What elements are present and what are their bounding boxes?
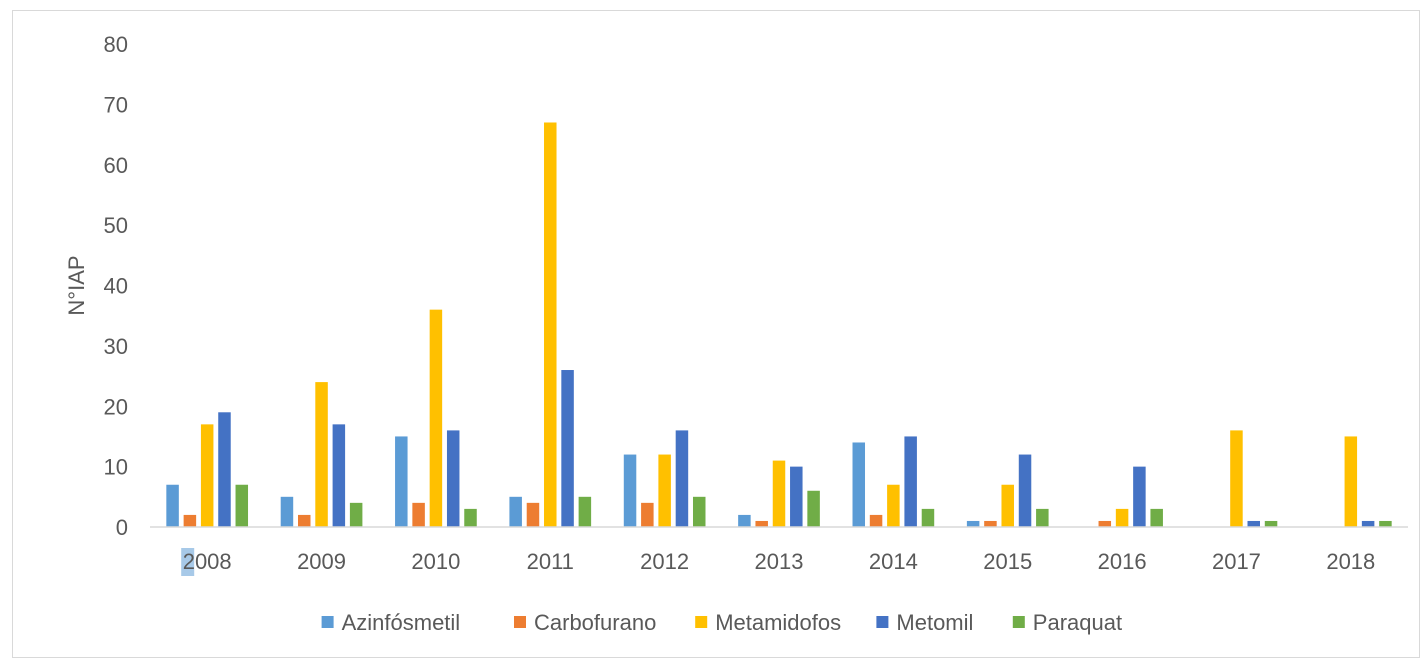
x-tick-label: 2015 xyxy=(983,549,1032,574)
chart-frame xyxy=(12,10,1420,658)
legend-swatch xyxy=(321,616,334,628)
bar-metomil-2014 xyxy=(904,436,917,527)
x-tick-label: 2012 xyxy=(640,549,689,574)
y-tick-label: 0 xyxy=(116,515,128,540)
y-tick-label: 20 xyxy=(104,394,128,419)
bar-azinfosmetil-2014 xyxy=(852,442,866,527)
bar-carbofurano-2008 xyxy=(183,514,197,527)
bar-carbofurano-2010 xyxy=(412,502,425,527)
legend: Azinfósmetil Carbofurano Metamidofos Metomi… xyxy=(321,610,1122,635)
bar-metamidofos-2014 xyxy=(887,484,900,527)
bar-metamidofos-2016 xyxy=(1115,508,1129,527)
bar-azinfosmetil-2011 xyxy=(509,496,522,527)
bar-metomil-2018 xyxy=(1361,520,1375,527)
y-tick-label: 10 xyxy=(104,455,128,480)
bar-metomil-2017 xyxy=(1247,520,1260,527)
bar-carbofurano-2009 xyxy=(298,514,311,527)
bar-metomil-2008 xyxy=(218,412,231,527)
bar-paraquat-2012 xyxy=(692,496,706,527)
bar-paraquat-2010 xyxy=(464,508,477,527)
x-tick-label: 2008 xyxy=(183,549,232,574)
y-tick-label: 30 xyxy=(104,334,128,359)
bar-metomil-2009 xyxy=(332,424,346,527)
x-tick-label: 2014 xyxy=(869,549,918,574)
x-tick-label: 2018 xyxy=(1326,549,1375,574)
bar-paraquat-2018 xyxy=(1379,520,1392,527)
bar-metamidofos-2010 xyxy=(429,309,443,527)
bar-metamidofos-2012 xyxy=(658,454,671,527)
bar-carbofurano-2016 xyxy=(1098,520,1112,527)
bar-carbofurano-2012 xyxy=(641,502,654,527)
legend-label: Metomil xyxy=(896,610,973,635)
bar-carbofurano-2015 xyxy=(984,520,997,527)
y-axis-title: N°IAP xyxy=(64,255,89,315)
y-tick-label: 70 xyxy=(104,92,128,117)
legend-swatch xyxy=(514,616,526,628)
x-tick-label: 2017 xyxy=(1212,549,1261,574)
bar-carbofurano-2013 xyxy=(755,520,768,527)
legend-swatch xyxy=(876,616,889,628)
legend-label: Metamidofos xyxy=(715,610,841,635)
bar-azinfosmetil-2009 xyxy=(280,496,294,527)
bar-metamidofos-2017 xyxy=(1230,430,1243,527)
bar-metomil-2011 xyxy=(561,370,574,527)
y-tick-label: 60 xyxy=(104,153,128,178)
bar-metamidofos-2018 xyxy=(1344,436,1358,527)
bar-azinfosmetil-2012 xyxy=(623,454,637,527)
bar-series xyxy=(166,122,1392,528)
text-selection-highlight xyxy=(181,548,195,576)
bar-metamidofos-2008 xyxy=(200,424,214,527)
bar-azinfosmetil-2015 xyxy=(966,520,980,527)
legend-swatch xyxy=(1012,616,1025,628)
legend-swatch xyxy=(695,616,708,628)
bar-paraquat-2017 xyxy=(1264,520,1278,527)
y-tick-label: 40 xyxy=(104,274,128,299)
x-tick-label: 2011 xyxy=(527,549,574,574)
bar-carbofurano-2011 xyxy=(526,502,540,527)
bar-carbofurano-2014 xyxy=(869,514,883,527)
y-tick-label: 50 xyxy=(104,213,128,238)
bar-paraquat-2011 xyxy=(578,496,592,527)
x-tick-label: 2010 xyxy=(411,549,460,574)
x-tick-label: 2016 xyxy=(1098,549,1147,574)
bar-paraquat-2014 xyxy=(921,508,935,527)
bar-paraquat-2013 xyxy=(807,490,820,527)
bar-azinfosmetil-2013 xyxy=(738,514,751,527)
bar-paraquat-2016 xyxy=(1150,508,1163,527)
bar-metamidofos-2013 xyxy=(772,460,786,527)
legend-label: Paraquat xyxy=(1033,610,1122,635)
bar-paraquat-2009 xyxy=(349,502,363,527)
bar-metomil-2016 xyxy=(1133,466,1146,528)
bar-metamidofos-2015 xyxy=(1001,484,1014,527)
bar-metamidofos-2011 xyxy=(544,122,557,528)
bar-metomil-2015 xyxy=(1018,454,1032,527)
bar-metomil-2013 xyxy=(790,466,803,528)
x-tick-label: 2009 xyxy=(297,549,346,574)
x-tick-label: 2013 xyxy=(755,549,804,574)
bar-paraquat-2015 xyxy=(1036,508,1049,527)
bar-azinfosmetil-2008 xyxy=(166,484,179,527)
x-axis-tick-labels: 2008 2009 2010 2011 2012 2013 2014 2015 2016 2017… xyxy=(183,549,1376,574)
y-axis-tick-labels: 0 10 20 30 40 50 60 70 80 xyxy=(104,32,128,540)
y-tick-label: 80 xyxy=(104,32,128,57)
bar-azinfosmetil-2010 xyxy=(395,436,408,527)
bar-paraquat-2008 xyxy=(235,484,249,527)
legend-label: Carbofurano xyxy=(534,610,656,635)
bar-metamidofos-2009 xyxy=(315,382,328,527)
bar-metomil-2010 xyxy=(446,430,460,527)
legend-label: Azinfósmetil xyxy=(342,610,461,635)
bar-metomil-2012 xyxy=(675,430,689,527)
